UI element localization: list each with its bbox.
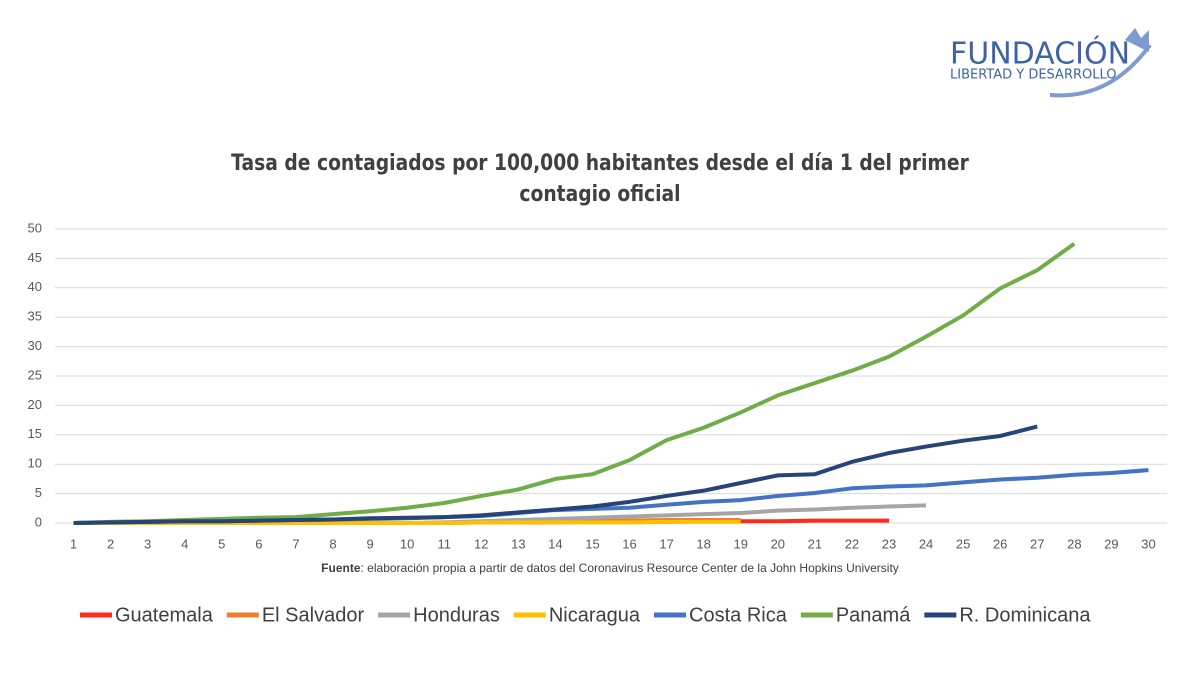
x-tick-label: 27 xyxy=(1030,536,1044,551)
x-tick-label: 8 xyxy=(329,536,336,551)
logo-swoosh xyxy=(1049,43,1152,98)
series-line xyxy=(73,468,1149,525)
y-tick-label: 5 xyxy=(35,485,42,500)
y-tick-label: 10 xyxy=(28,456,42,471)
y-tick-label: 20 xyxy=(28,397,42,412)
y-tick-label: 15 xyxy=(28,426,42,441)
x-tick-label: 30 xyxy=(1141,536,1155,551)
source-note: Fuente: elaboración propia a partir de d… xyxy=(321,561,899,575)
x-tick-label: 21 xyxy=(808,536,822,551)
legend-label: Nicaragua xyxy=(549,604,641,626)
chart-title: Tasa de contagiados por 100,000 habitant… xyxy=(231,151,969,207)
x-tick-label: 15 xyxy=(585,536,599,551)
series-line xyxy=(73,424,1038,525)
x-tick-label: 24 xyxy=(919,536,933,551)
x-tick-label: 10 xyxy=(400,536,414,551)
y-tick-label: 30 xyxy=(28,338,42,353)
x-tick-label: 17 xyxy=(659,536,673,551)
legend-label: El Salvador xyxy=(262,604,365,626)
x-tick-label: 26 xyxy=(993,536,1007,551)
y-tick-label: 25 xyxy=(28,367,42,382)
source-text: : elaboración propia a partir de datos d… xyxy=(361,561,899,575)
legend-label: Guatemala xyxy=(115,604,214,626)
x-tick-label: 3 xyxy=(144,536,151,551)
x-tick-label: 19 xyxy=(733,536,747,551)
y-tick-label: 50 xyxy=(28,220,42,235)
x-tick-label: 7 xyxy=(292,536,299,551)
legend-label: Costa Rica xyxy=(689,604,788,626)
logo-title: Fundación xyxy=(950,35,1130,72)
x-tick-label: 1 xyxy=(70,536,77,551)
legend-label: R. Dominicana xyxy=(959,604,1091,626)
x-tick-label: 18 xyxy=(696,536,710,551)
x-tick-label: 25 xyxy=(956,536,970,551)
x-tick-label: 14 xyxy=(548,536,562,551)
series-line xyxy=(73,242,1076,525)
logo-subtitle: Libertad y Desarrollo xyxy=(950,68,1117,83)
legend-label: Panamá xyxy=(836,604,911,626)
source-label: Fuente xyxy=(321,561,361,575)
y-tick-label: 40 xyxy=(28,279,42,294)
x-tick-label: 16 xyxy=(622,536,636,551)
x-tick-label: 13 xyxy=(511,536,525,551)
legend-label: Honduras xyxy=(413,604,500,626)
x-tick-label: 28 xyxy=(1067,536,1081,551)
y-tick-label: 35 xyxy=(28,309,42,324)
y-tick-label: 45 xyxy=(28,250,42,265)
x-tick-label: 4 xyxy=(181,536,188,551)
x-tick-label: 5 xyxy=(218,536,225,551)
x-tick-label: 23 xyxy=(882,536,896,551)
y-tick-label: 0 xyxy=(35,514,42,529)
x-tick-label: 12 xyxy=(474,536,488,551)
x-tick-label: 22 xyxy=(845,536,859,551)
x-tick-label: 6 xyxy=(255,536,262,551)
x-tick-label: 29 xyxy=(1104,536,1118,551)
x-tick-label: 2 xyxy=(107,536,114,551)
x-tick-label: 20 xyxy=(771,536,785,551)
logo-hand xyxy=(1125,28,1149,52)
x-tick-label: 11 xyxy=(437,536,451,551)
x-tick-label: 9 xyxy=(366,536,373,551)
